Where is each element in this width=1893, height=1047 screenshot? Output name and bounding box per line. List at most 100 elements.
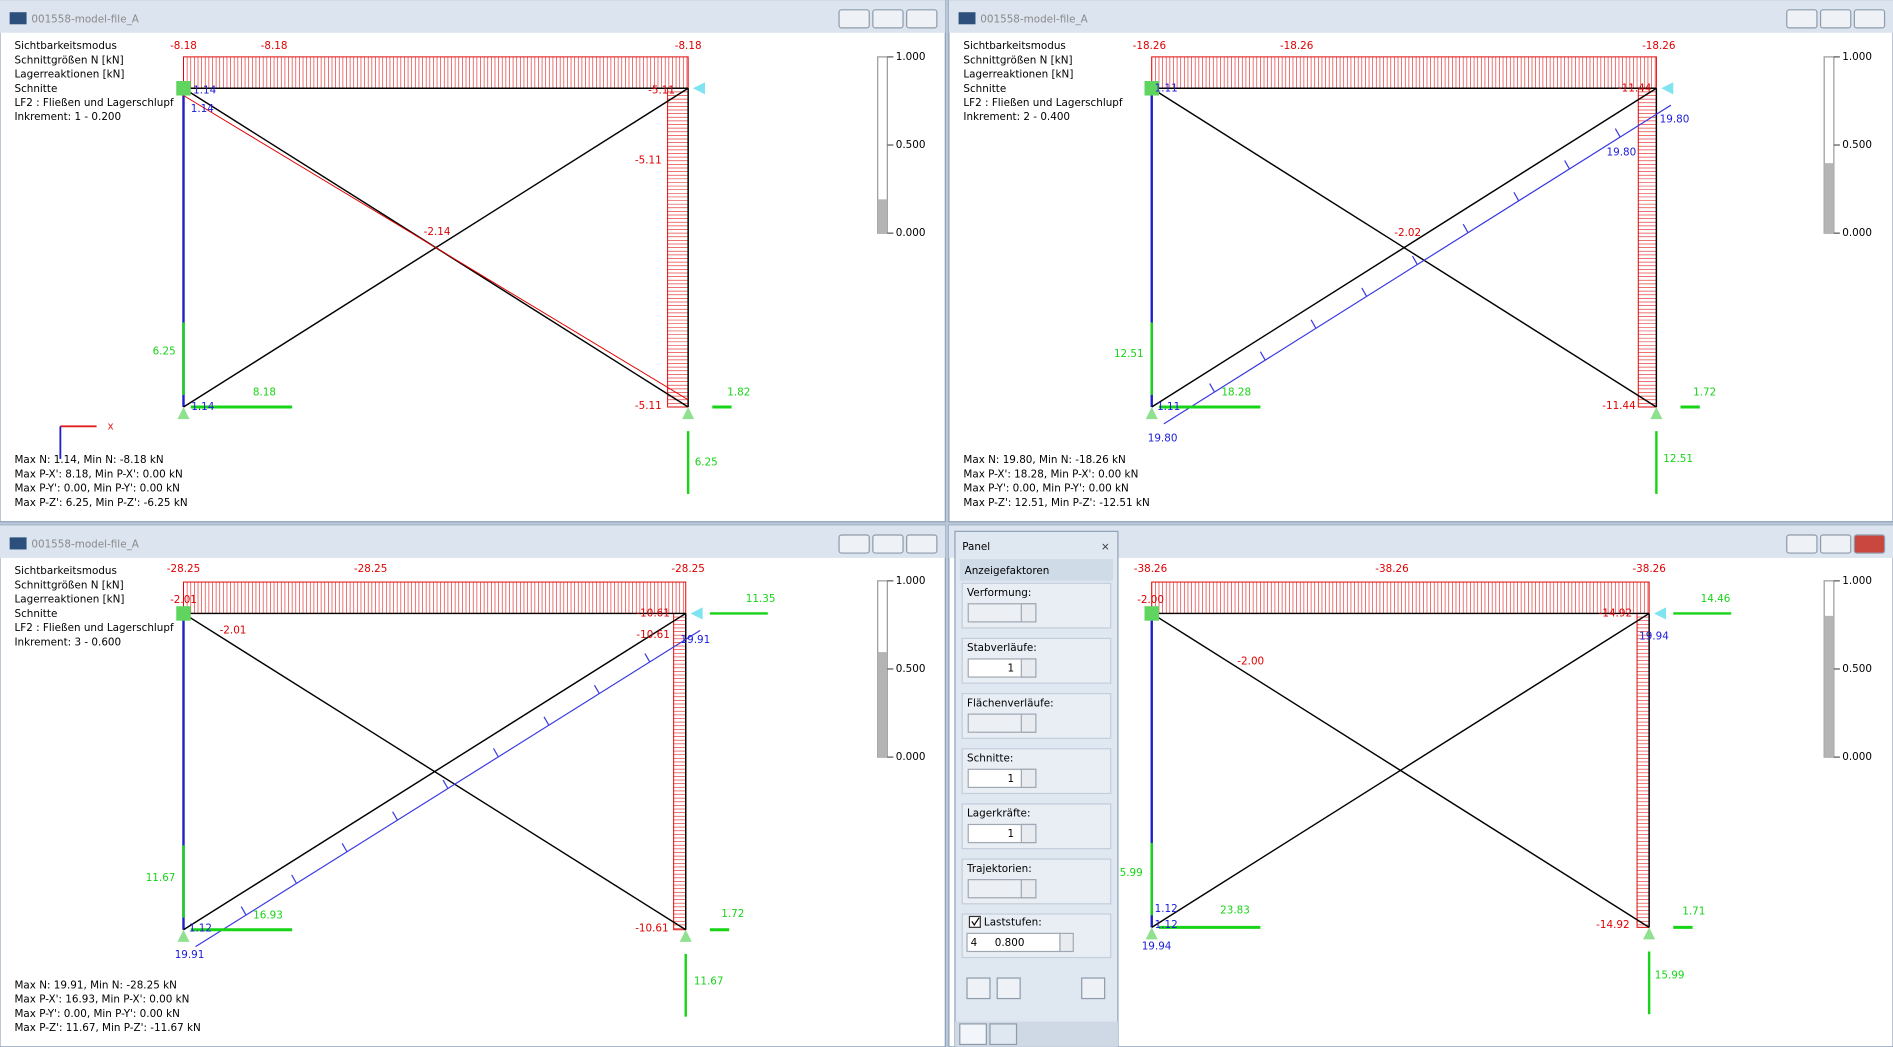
spin-buttons[interactable] <box>1020 768 1037 789</box>
result-label: 1.14 <box>193 85 216 97</box>
result-label: -5.11 <box>648 85 675 97</box>
spin-buttons[interactable] <box>1020 658 1037 678</box>
support <box>1650 406 1663 420</box>
spin-value: 1 <box>1007 663 1014 675</box>
support <box>177 929 190 942</box>
minimize-button[interactable] <box>838 534 870 554</box>
checkbox[interactable] <box>968 915 981 928</box>
window-title: 001558-model-file_A <box>31 539 139 551</box>
axial-tick <box>1614 128 1621 138</box>
result-label: 1.82 <box>727 387 750 399</box>
close-button[interactable] <box>1853 534 1886 554</box>
maximize-button[interactable] <box>872 9 904 29</box>
result-label: 6.25 <box>153 345 176 357</box>
lock-button[interactable] <box>1081 977 1106 1000</box>
result-label: -28.25 <box>671 563 704 575</box>
result-label: 6.25 <box>695 457 718 469</box>
edit-button[interactable] <box>966 977 991 1000</box>
result-label: 19.80 <box>1148 432 1178 444</box>
panel-section-title: Anzeigefaktoren <box>965 565 1050 577</box>
spin-buttons[interactable] <box>1020 713 1037 733</box>
summary-line: Max P-Y': 0.00, Min P-Y': 0.00 kN <box>963 483 1128 495</box>
result-label: 1.12 <box>189 923 212 935</box>
close-button[interactable] <box>1853 9 1886 29</box>
result-label: -5.11 <box>635 155 662 167</box>
minimize-button[interactable] <box>838 9 870 29</box>
tab[interactable] <box>959 1023 987 1046</box>
scale-fill <box>877 652 888 758</box>
info-line: LF2 : Fließen und Lagerschlupf <box>14 97 173 109</box>
spin-buttons[interactable] <box>1059 932 1074 953</box>
support-node <box>176 81 191 96</box>
result-label: 12.51 <box>1114 348 1144 360</box>
result-label: 23.83 <box>1220 904 1250 916</box>
scale-label: 0.000 <box>896 227 926 239</box>
support-node <box>1144 81 1159 96</box>
axial-tick <box>1462 223 1469 233</box>
axial-tick <box>392 811 398 821</box>
panel-close[interactable]: × <box>1101 541 1110 553</box>
app-icon <box>9 12 27 25</box>
window-frame <box>948 0 1893 523</box>
result-label: 19.94 <box>1142 941 1172 953</box>
result-label: 1.11 <box>1155 82 1178 94</box>
info-line: Schnitte <box>14 83 57 95</box>
scale-label: 1.000 <box>896 575 926 587</box>
spin-buttons[interactable] <box>1020 879 1037 899</box>
window-frame <box>0 0 946 523</box>
result-label: -28.25 <box>167 563 200 575</box>
info-line: Schnitte <box>14 608 57 620</box>
result-label: -28.25 <box>354 563 387 575</box>
result-label: 5.99 <box>1120 867 1143 879</box>
maximize-button[interactable] <box>872 534 904 554</box>
copy-button[interactable] <box>996 977 1021 1000</box>
title-bar <box>0 525 946 558</box>
result-label: -14.92 <box>1596 919 1629 931</box>
result-label: 11.35 <box>746 593 776 605</box>
result-label: 19.94 <box>1639 630 1669 642</box>
maximize-button[interactable] <box>1819 9 1852 29</box>
info-line: Schnitte <box>963 83 1006 95</box>
summary-line: Max P-X': 16.93, Min P-X': 0.00 kN <box>14 994 189 1006</box>
result-label: 1.72 <box>721 908 744 920</box>
result-label: 18.28 <box>1221 387 1251 399</box>
axial-tick <box>1310 319 1317 329</box>
window-title: 001558-model-file_A <box>31 13 139 25</box>
maximize-button[interactable] <box>1819 534 1852 554</box>
field-label: Schnitte: <box>967 752 1013 764</box>
summary-line: Max P-Z': 6.25, Min P-Z': -6.25 kN <box>14 497 187 509</box>
summary-line: Max P-Y': 0.00, Min P-Y': 0.00 kN <box>14 483 179 495</box>
result-label: -8.18 <box>675 40 702 52</box>
info-line: Sichtbarkeitsmodus <box>963 40 1065 52</box>
axial-tick <box>1411 255 1418 265</box>
field-label: Lagerkräfte: <box>967 808 1030 820</box>
support <box>1145 927 1158 940</box>
close-button[interactable] <box>906 9 938 29</box>
result-label: 16.93 <box>253 909 283 921</box>
result-label: -11.44 <box>1602 400 1636 412</box>
result-label: 11.67 <box>146 872 176 884</box>
result-label: 1.72 <box>1693 387 1716 399</box>
close-button[interactable] <box>906 534 938 554</box>
scale-fill <box>1824 615 1834 758</box>
summary-line: Max P-Z': 11.67, Min P-Z': -11.67 kN <box>14 1022 200 1034</box>
summary-line: Max N: 19.91, Min N: -28.25 kN <box>14 979 176 991</box>
diagonal <box>1151 87 1657 408</box>
result-label: 1.14 <box>191 103 214 115</box>
result-label: -18.26 <box>1280 40 1313 52</box>
spin-buttons[interactable] <box>1020 603 1037 623</box>
field-label: Stabverläufe: <box>967 642 1037 654</box>
summary-line: Max P-Z': 12.51, Min P-Z': -12.51 kN <box>963 497 1149 509</box>
minimize-button[interactable] <box>1786 534 1818 554</box>
scale-label: 1.000 <box>1842 575 1872 587</box>
result-label: -2.01 <box>170 594 197 606</box>
tab[interactable] <box>989 1023 1018 1046</box>
minimize-button[interactable] <box>1786 9 1818 29</box>
result-label: 1.14 <box>191 401 214 413</box>
app-icon <box>9 537 27 550</box>
spin-buttons[interactable] <box>1020 823 1037 844</box>
support-node <box>1144 606 1159 621</box>
field-label: Laststufen: <box>984 917 1042 929</box>
support <box>692 82 706 95</box>
result-label: -38.26 <box>1134 563 1167 575</box>
